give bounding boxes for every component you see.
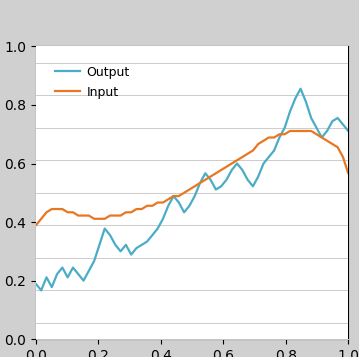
Legend: Output, Input: Output, Input xyxy=(45,56,140,109)
